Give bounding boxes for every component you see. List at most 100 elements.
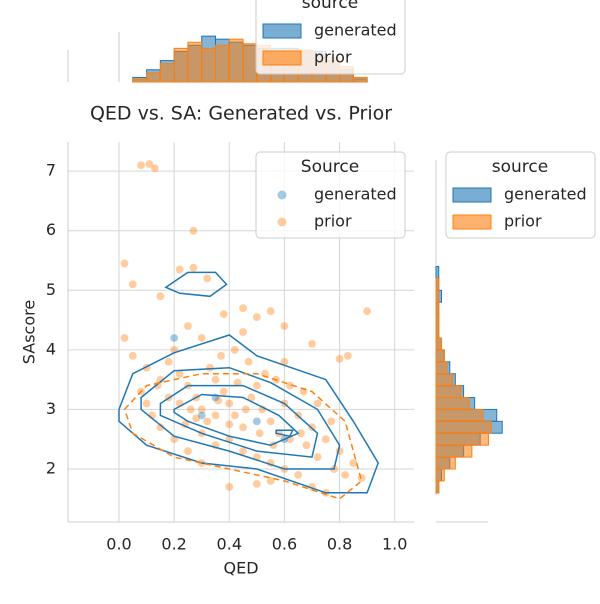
scatter-point [335,354,344,364]
scatter-point [252,417,262,426]
hist-bar [187,41,203,83]
scatter-point [307,339,317,349]
scatter-point [294,470,303,480]
y-axis-label: SAscore [20,300,39,364]
kde-contour [173,393,300,446]
scatter-point [225,420,234,429]
x-tick-label: 0.4 [217,535,242,554]
hist-bar [435,480,440,494]
hist-bar [435,444,473,458]
scatter-point [340,470,350,480]
scatter-point [241,405,251,414]
legend-title: source [302,0,358,13]
hist-bar [435,373,454,387]
scatter-point [266,476,275,486]
scatter-point [321,435,330,444]
scatter-point [186,405,195,414]
scatter-point [142,399,151,408]
hist-bar [435,301,440,315]
scatter-point [197,405,206,414]
hist-bar [201,47,216,83]
x-tick-label: 1.0 [382,535,407,554]
hist-bar [159,63,175,83]
scatter-point [252,479,262,489]
hist-bar [435,313,440,327]
y-tick-label: 2 [46,458,56,477]
kde-contour [164,271,228,298]
scatter-point [197,333,206,343]
y-tick-label: 5 [46,280,56,299]
scatter-point [302,440,311,450]
scatter-point [230,345,239,355]
scatter-point [183,446,193,456]
legend-label: prior [314,48,352,67]
hist-bar [435,397,470,410]
hist-bar [435,265,440,279]
scatter-point [189,226,198,235]
scatter-point [205,363,215,372]
x-axis-label: QED [223,559,258,578]
scatter-point [150,164,160,173]
scatter-point [216,351,226,361]
scatter-point [244,357,253,366]
legend-label: prior [504,212,542,231]
hist-bar [435,456,456,470]
scatter-point [266,306,275,316]
scatter-point [238,327,248,337]
hist-bar [435,277,440,291]
legend-marker [277,217,287,227]
scatter-point [197,411,206,420]
scatter-point [343,351,353,361]
hist-bar [435,432,489,446]
y-tick-label: 6 [46,220,56,239]
y-tick-label: 4 [46,339,56,358]
scatter-point [128,280,137,289]
hist-bar [242,43,258,83]
hist-bar [435,385,462,399]
scatter-point [136,161,146,170]
scatter-point [128,351,137,361]
scatter-point [225,399,234,408]
legend-label: generated [314,185,397,204]
hist-bar [146,72,161,83]
hist-bar [435,289,440,303]
legend-label: prior [314,212,352,231]
scatter-point [255,429,264,438]
hist-bar [435,349,445,363]
scatter-point [219,309,228,319]
hist-bar [435,408,484,422]
legend-title: Source [301,157,359,177]
scatter-point [225,482,234,492]
hist-bar [435,337,443,351]
legend-patch [452,214,492,230]
scatter-point [120,333,129,343]
scatter-point [313,399,322,408]
legend-patch [452,187,492,203]
chart-title: QED vs. SA: Generated vs. Prior [90,103,392,125]
scatter-point [156,423,165,432]
scatter-point [120,259,129,268]
legend-label: generated [504,185,587,204]
scatter-point [191,414,201,423]
hist-bar [435,325,440,339]
hist-bar [214,44,230,83]
kde-contour [275,429,294,438]
hist-bar [352,76,368,83]
scatter-point [238,303,248,313]
scatter-point [164,357,173,366]
scatter-point [183,321,193,331]
scatter-point [156,292,165,301]
x-tick-label: 0.8 [327,535,352,554]
scatter-point [362,306,372,316]
scatter-point [230,411,239,420]
scatter-point [203,274,212,283]
scatter-point [327,417,336,426]
legend-title: source [492,157,548,177]
y-tick-label: 7 [46,161,56,180]
scatter-point [189,263,198,272]
scatter-point [238,423,248,432]
legend-label: generated [314,21,397,40]
x-tick-label: 0.0 [106,535,131,554]
